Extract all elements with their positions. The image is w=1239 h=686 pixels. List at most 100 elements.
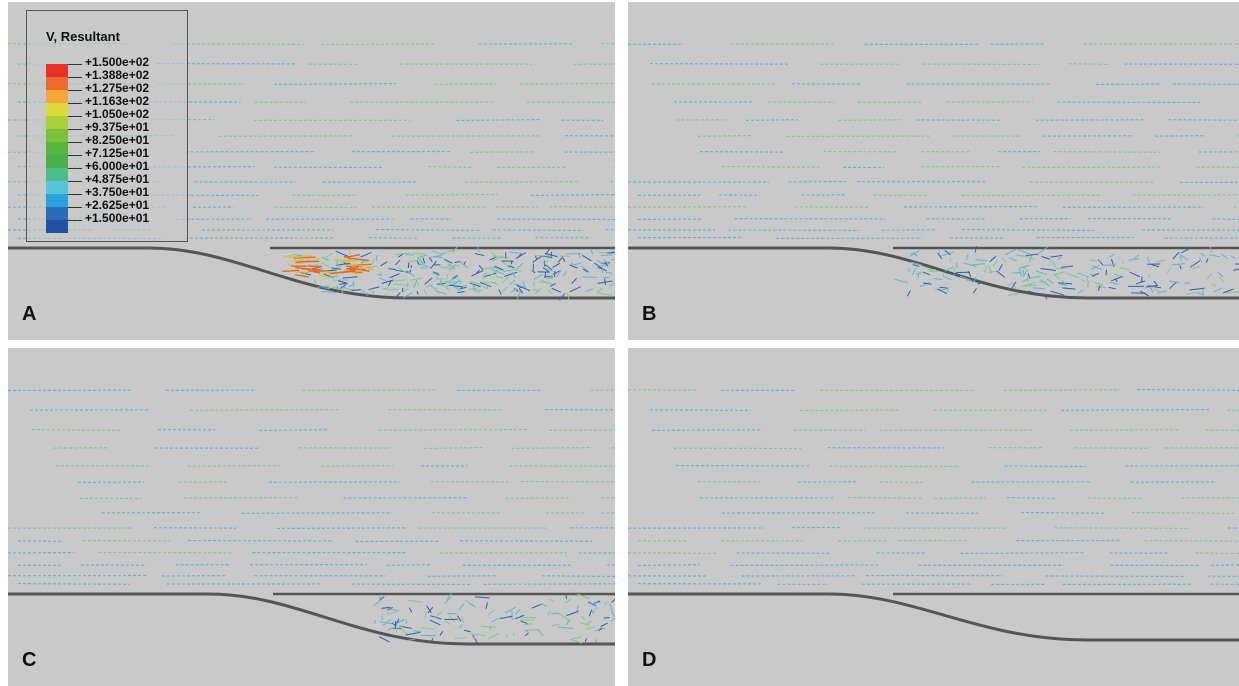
- vortex-vector: [336, 285, 339, 291]
- vessel-wall-lower: [628, 246, 1239, 300]
- vortex-vector: [569, 264, 579, 269]
- vortex-vector: [1208, 254, 1220, 258]
- vortex-vector: [1021, 278, 1028, 283]
- legend-swatches: [46, 64, 68, 233]
- vortex-vector: [944, 266, 955, 272]
- vortex-vector: [1110, 263, 1117, 267]
- vortex-vector: [491, 269, 505, 275]
- vortex-vector: [405, 631, 421, 636]
- velocity-vector-line: [187, 464, 280, 467]
- vortex-vector: [445, 621, 451, 625]
- vortex-vector: [487, 609, 496, 615]
- velocity-row: [699, 496, 1239, 500]
- vortex-vector: [510, 287, 518, 293]
- vortex-vector: [1109, 253, 1115, 258]
- vortex-vector: [409, 259, 419, 263]
- vortex-vector: [603, 616, 610, 619]
- vortex-vector: [548, 598, 555, 603]
- velocity-vector-line: [153, 527, 237, 529]
- vortex-vector: [1089, 259, 1103, 262]
- vortex-vector: [379, 621, 392, 625]
- vortex-vector: [597, 292, 613, 296]
- legend-label: +1.275e+02: [85, 81, 150, 95]
- vortex-vector: [391, 619, 407, 624]
- velocity-row: [697, 481, 1216, 484]
- vortex-vector: [405, 620, 408, 625]
- vortex-vector: [491, 616, 503, 623]
- vortex-vector: [480, 625, 497, 628]
- vortex-vector: [449, 264, 457, 271]
- vortex-vector: [436, 282, 446, 285]
- velocity-vector-line: [1004, 389, 1121, 391]
- vortex-vector: [1186, 291, 1200, 295]
- vortex-vector: [439, 278, 444, 286]
- vortex-vector: [1157, 290, 1167, 294]
- vortex-vector: [1091, 265, 1102, 271]
- legend-swatch: [46, 168, 68, 181]
- legend-labels: +1.500e+02 +1.388e+02 +1.275e+02 +1.163e+02…: [85, 56, 149, 225]
- vortex-vector: [557, 612, 564, 617]
- vortex-vector: [372, 258, 374, 264]
- velocity-vector-line: [544, 408, 615, 411]
- vortex-vector: [562, 270, 567, 277]
- vortex-vector: [481, 281, 497, 284]
- vortex-vector: [1017, 248, 1030, 255]
- vortex-vector: [509, 279, 516, 285]
- vortex-vector: [596, 287, 603, 293]
- velocity-row: [29, 408, 615, 411]
- vortex-vector: [590, 249, 594, 255]
- velocity-vector-line: [1054, 527, 1190, 530]
- vortex-vector: [537, 629, 544, 636]
- velocity-row: [637, 236, 1239, 239]
- vortex-vector: [485, 602, 488, 609]
- vortex-vector: [461, 616, 464, 624]
- vortex-vector: [449, 284, 463, 288]
- vortex-vector: [407, 599, 423, 603]
- vortex-vector: [508, 265, 515, 269]
- velocity-vector-line: [637, 564, 700, 567]
- vortex-vector: [518, 253, 522, 257]
- vortex-vector: [1042, 293, 1048, 300]
- vortex-vector: [445, 277, 458, 283]
- vortex-vector: [375, 255, 378, 262]
- vortex-vector: [1200, 252, 1205, 257]
- vortex-vector: [485, 282, 489, 289]
- vortex-vector: [1205, 258, 1209, 263]
- velocity-row: [637, 583, 1239, 586]
- velocity-vector-line: [405, 193, 498, 196]
- vortex-vector: [596, 260, 607, 267]
- vortex-vector: [1169, 281, 1178, 290]
- velocity-row: [721, 165, 1239, 169]
- vortex-vector: [515, 262, 524, 271]
- vortex-vector: [1189, 287, 1205, 291]
- vortex-vector: [998, 263, 1003, 271]
- vortex-vector: [479, 281, 492, 288]
- vortex-vector: [424, 277, 433, 285]
- vortex-vector: [387, 627, 395, 631]
- vortex-vector: [910, 249, 920, 257]
- vortex-vector: [381, 607, 391, 609]
- vortex-vector: [1011, 281, 1017, 289]
- vortex-vector: [501, 286, 509, 293]
- vortex-vector: [966, 279, 975, 283]
- vortex-region: [373, 592, 615, 644]
- vortex-vector: [613, 292, 615, 294]
- vortex-vector: [1040, 279, 1050, 287]
- vortex-vector: [359, 288, 366, 294]
- panel-b: B: [628, 2, 1239, 340]
- velocity-row: [628, 205, 1239, 208]
- vortex-vector: [373, 620, 377, 624]
- vortex-vector: [433, 290, 447, 295]
- panel-label-c: C: [22, 649, 37, 671]
- vortex-vector: [591, 610, 594, 614]
- legend-swatch: [46, 129, 68, 142]
- vortex-vector: [973, 277, 977, 283]
- vortex-vector: [360, 252, 372, 258]
- vortex-vector: [341, 290, 344, 295]
- vortex-vector: [1122, 260, 1124, 264]
- vortex-vector: [322, 287, 331, 290]
- vortex-vector: [332, 287, 345, 289]
- vortex-vector: [984, 266, 988, 273]
- velocity-row: [675, 119, 1239, 122]
- vortex-vector: [408, 607, 413, 613]
